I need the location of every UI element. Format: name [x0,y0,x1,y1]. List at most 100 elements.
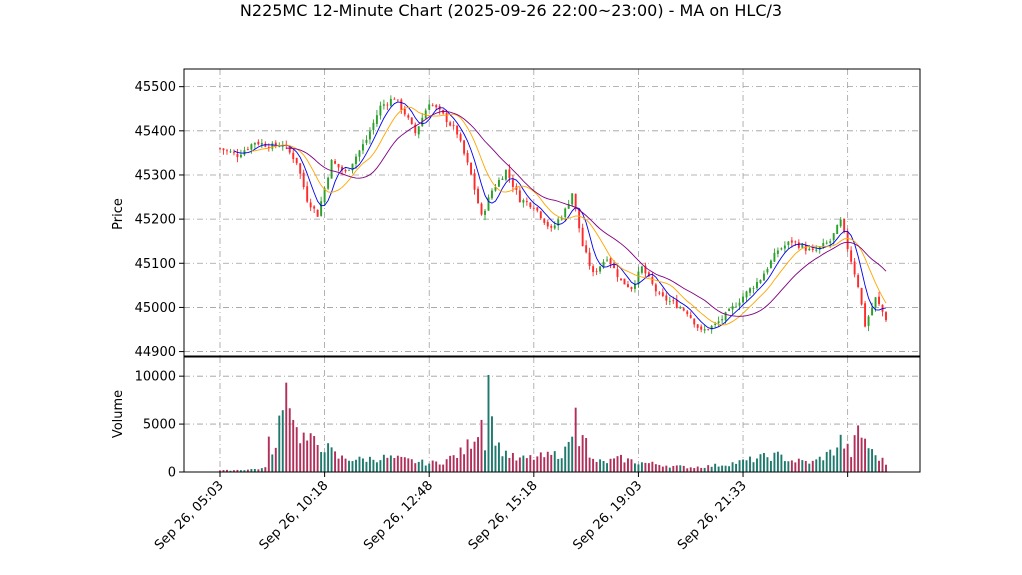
candle-body [382,104,385,106]
candle-body [752,288,755,289]
candle-body [654,284,657,292]
candle-body [682,308,685,311]
candle-body [546,222,549,227]
candle-body [735,306,738,308]
candle-body [330,159,333,179]
volume-bar [375,462,378,472]
volume-bar [850,457,853,472]
volume-bar [543,457,546,472]
candle-body [885,312,887,321]
volume-bar [703,467,706,472]
candle-body [696,324,699,328]
candle-body [236,153,239,158]
candle-body [658,292,661,294]
candle-body [341,166,344,171]
volume-bar [780,454,783,472]
candle-body [595,271,598,273]
candle-body [710,325,713,330]
candle-body [271,143,274,149]
volume-bar [323,452,326,472]
candle-body [616,269,619,278]
volume-bar [822,460,825,472]
volume-bar [355,459,357,472]
volume-bar [372,459,375,472]
volume-bar [637,464,640,472]
candle-body [306,186,309,202]
volume-bar [864,438,867,472]
volume-bar [389,455,392,472]
volume-bar [627,458,629,472]
candle-body [222,148,225,151]
candle-body [762,273,765,281]
volume-bar [654,464,657,472]
volume-bar [417,461,420,472]
candle-body [564,208,567,218]
volume-bar [504,450,507,472]
candle-body [299,163,302,174]
candle-body [627,284,629,288]
volume-bar [382,454,385,472]
candle-body [864,303,867,327]
candle-body [811,248,814,251]
candle-body [449,122,452,126]
volume-tick-label: 10000 [135,370,176,385]
volume-bar [724,465,727,472]
volume-bar [762,452,765,472]
volume-bar [574,407,577,472]
candle-body [623,278,626,285]
volume-bar [536,456,539,472]
volume-bar [679,465,682,472]
volume-bar [843,448,846,472]
volume-bar [839,434,842,472]
volume-bar [532,459,535,472]
candle-body [686,311,689,315]
candle-body [850,250,853,262]
candle-body [424,110,427,119]
candle-body [689,315,692,318]
volume-bar [456,457,459,472]
volume-bar [710,466,713,472]
price-tick-label: 45300 [135,168,176,183]
candle-body [309,202,312,208]
candle-body [588,252,591,266]
volume-bar [752,462,755,472]
candle-body [389,98,392,106]
candle-body [797,242,800,248]
candle-body [766,268,769,273]
candle-body [466,153,469,163]
volume-bar [599,459,602,472]
volume-bar [867,448,870,472]
candle-body [860,287,863,305]
candle-body [675,300,678,309]
volume-bar [306,440,309,472]
volume-bar [351,461,354,472]
candle-body [463,140,466,154]
volume-bar [274,447,277,472]
candle-body [267,146,270,149]
volume-bar [501,456,504,472]
volume-tick-label: 5000 [143,418,176,433]
volume-bar [428,463,431,472]
candle-body [431,105,434,106]
candle-body [253,142,256,145]
volume-bar [253,468,256,472]
candle-body [843,218,846,232]
candle-body [790,240,793,243]
candle-body [592,266,595,273]
candle-body [749,288,751,293]
volume-bar [672,465,675,472]
candle-body [313,206,316,209]
volume-bar [668,467,671,472]
candle-body [334,161,337,164]
volume-bar [749,456,751,472]
volume-bar [477,437,479,472]
candle-body [871,307,874,316]
volume-bar [330,447,333,472]
candle-body [368,131,371,140]
candle-body [480,203,483,215]
candle-body [780,248,783,250]
volume-grid [184,357,920,472]
volume-bar [717,466,720,472]
price-tick-label: 45000 [135,301,176,316]
volume-bar [219,470,221,472]
